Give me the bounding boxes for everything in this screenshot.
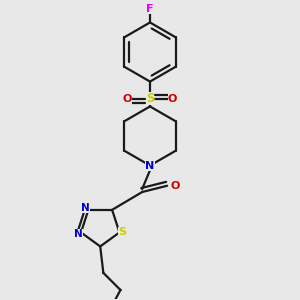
Text: N: N	[74, 229, 83, 239]
Text: O: O	[123, 94, 132, 104]
Text: S: S	[146, 92, 154, 105]
Text: N: N	[146, 160, 154, 171]
Text: N: N	[81, 203, 90, 213]
Text: O: O	[170, 181, 180, 191]
Text: F: F	[146, 4, 154, 14]
Text: O: O	[168, 94, 177, 104]
Text: S: S	[118, 227, 126, 238]
